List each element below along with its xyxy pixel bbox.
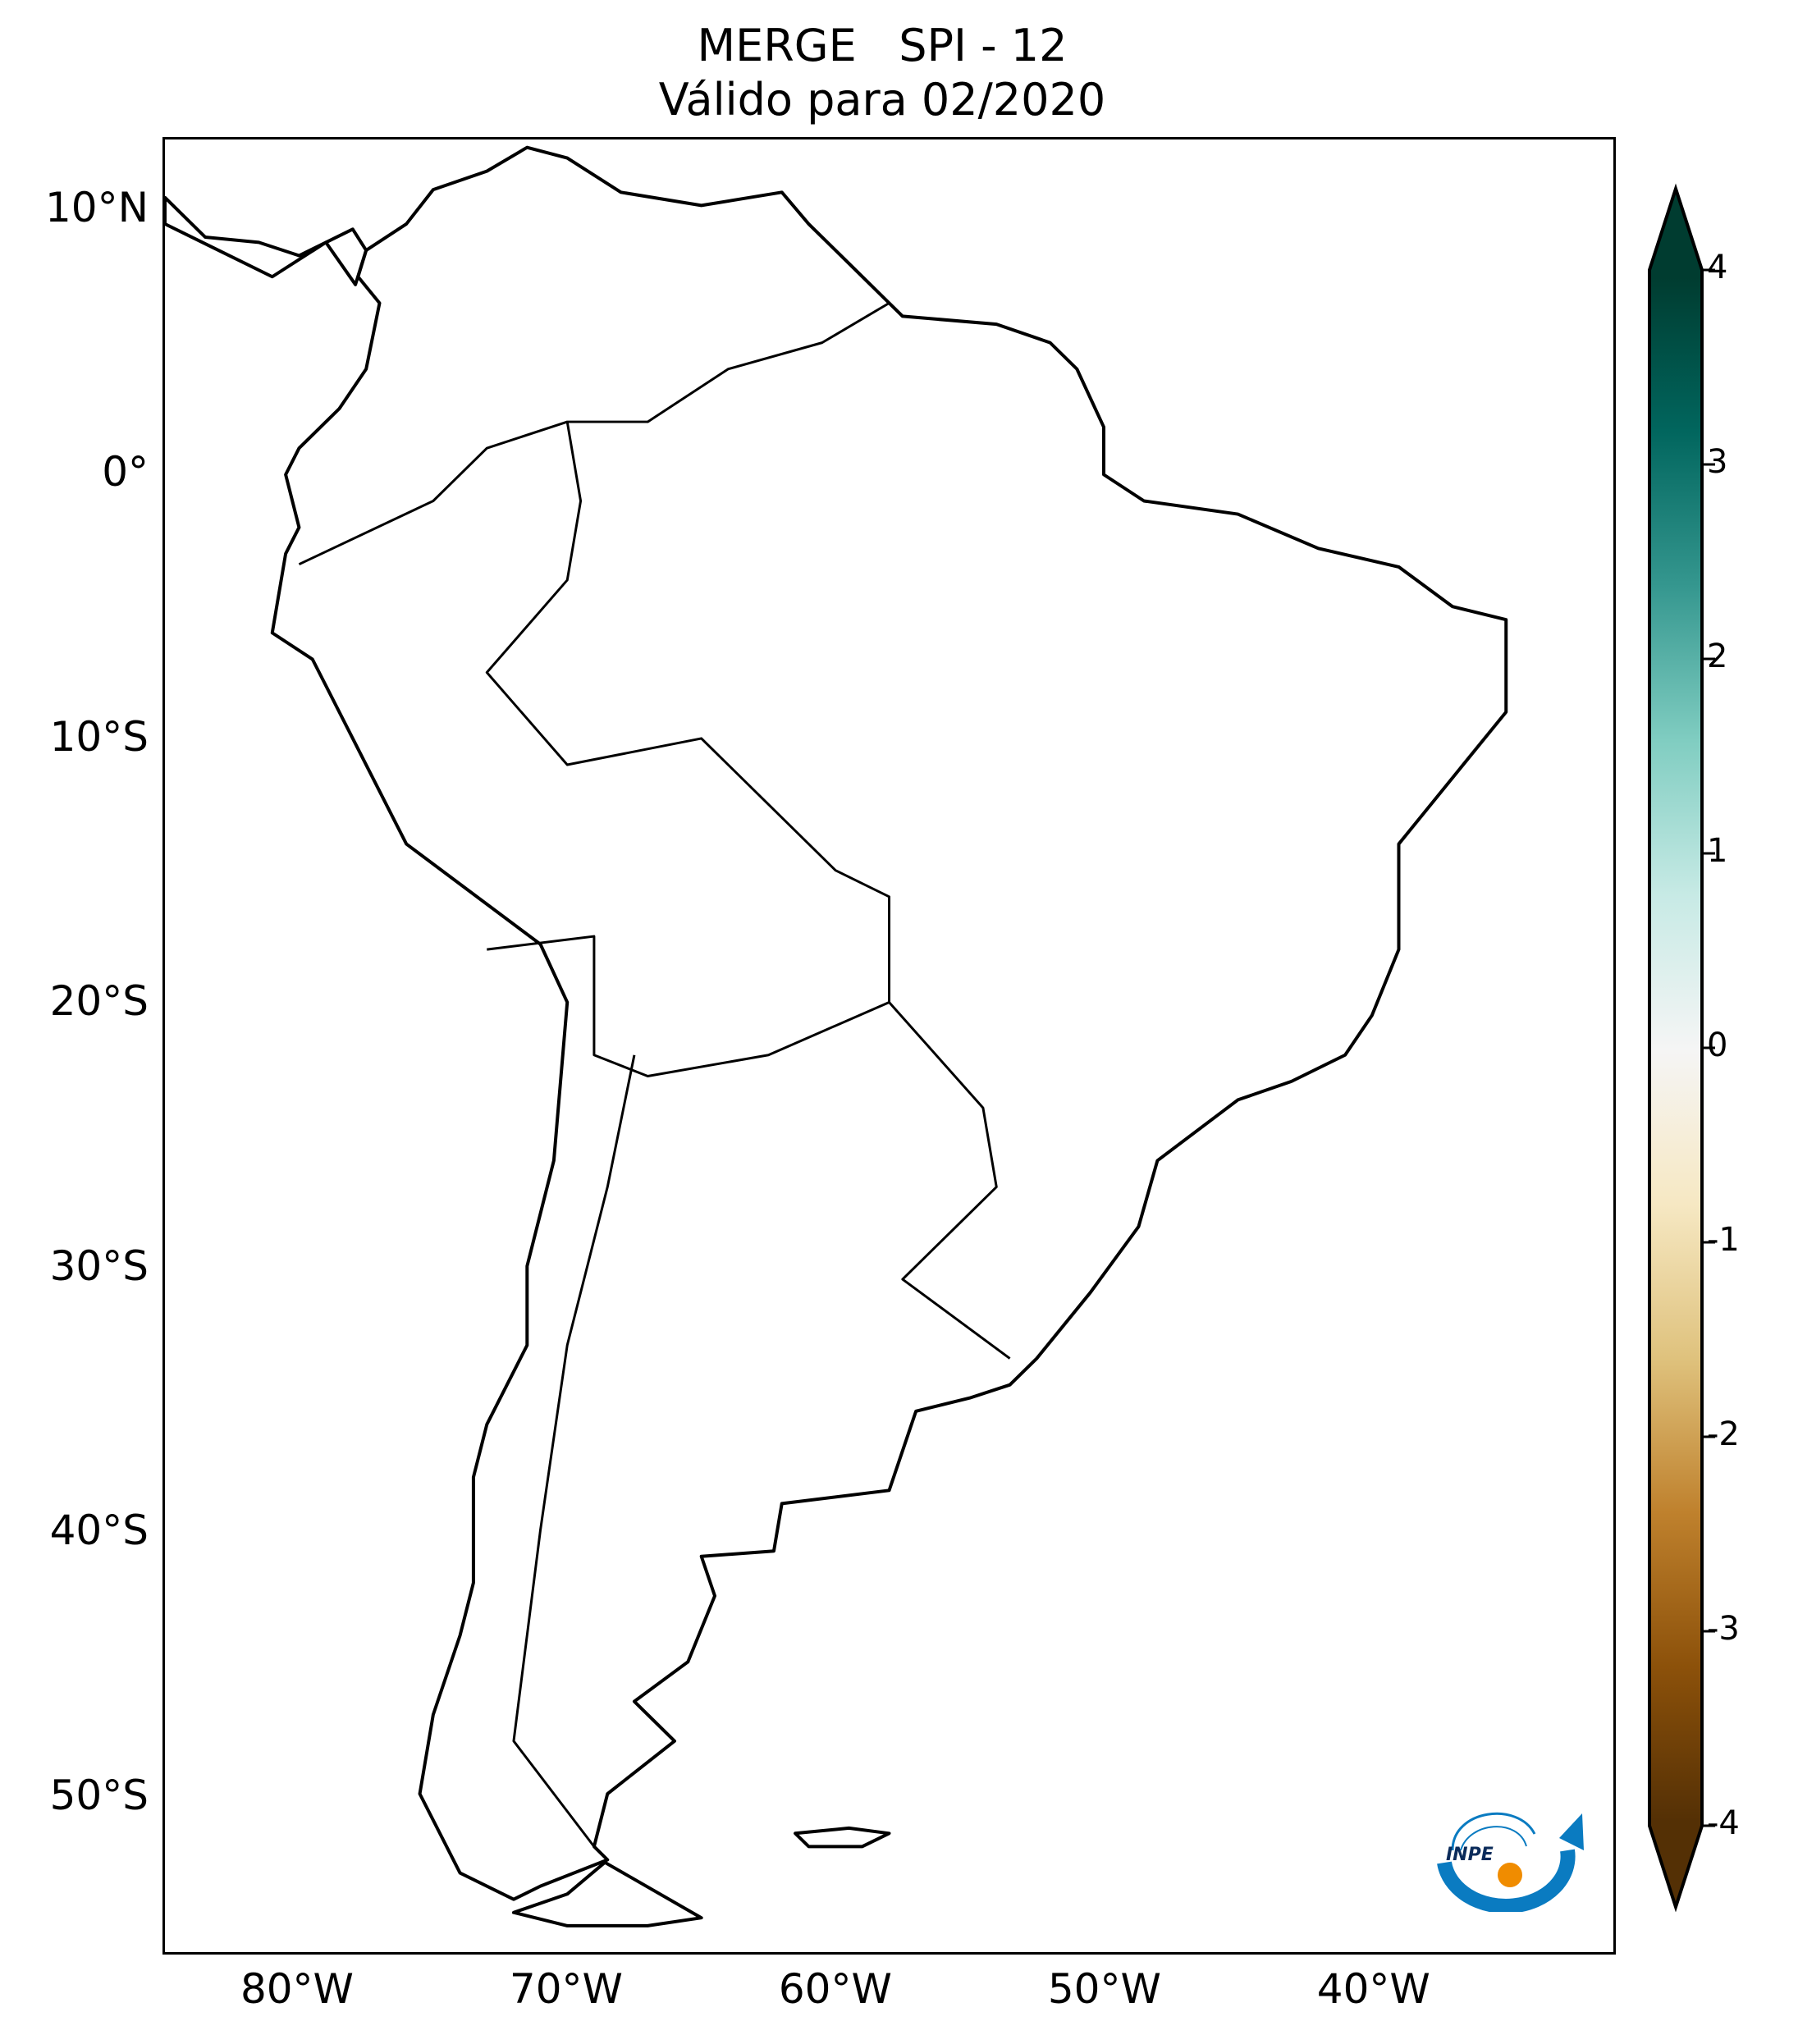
colorbar-tick-label: -4 [1707,1804,1740,1842]
coastline [270,145,1508,1901]
spi-anomaly-region [647,862,917,1116]
y-tick-label: 30°S [49,1241,149,1290]
spi-anomaly-region [1032,411,1282,644]
chart-title: MERGE SPI - 12 [697,20,1068,71]
coastline [165,195,368,286]
x-tick-label: 50°W [1047,1965,1161,2013]
spi-anomaly-region [564,1348,785,1552]
y-tick-label: 10°N [44,184,149,232]
spi-anomaly-region [474,1655,661,1827]
x-tick-label: 70°W [509,1965,623,2013]
x-tick-label: 40°W [1316,1965,1430,2013]
country-border [512,1054,636,1848]
inpe-logo: INPE [1437,1812,1584,1912]
x-tick-label: 80°W [240,1965,354,2013]
spi-anomaly-region [1274,807,1470,986]
colorbar-tick-label: 2 [1707,638,1728,675]
colorbar-tick-label: 3 [1707,443,1728,481]
colorbar-tick-label: -2 [1707,1415,1740,1453]
spi-anomaly-region [500,177,688,349]
chart-subtitle: Válido para 02/2020 [658,74,1106,126]
colorbar-tick-label: 1 [1707,832,1728,870]
colorbar-tick-label: -1 [1707,1221,1740,1259]
y-tick-label: 50°S [49,1771,149,1819]
colorbar-tick-label: -3 [1707,1610,1740,1648]
colorbar-body [1648,183,1704,1912]
spi-anomaly-region [437,787,698,1032]
land-background [165,139,1613,1952]
spi-anomaly-region [1133,906,1342,1098]
y-tick-label: 40°S [49,1507,149,1555]
y-tick-label: 0° [102,448,149,496]
spi-anomaly-region [715,1087,956,1312]
spi-anomaly-region [373,236,602,449]
spi-anomaly-region [275,589,483,781]
country-border [888,1001,1011,1360]
spi-anomaly-region [975,1119,1179,1307]
colorbar-tick-label: 0 [1707,1027,1728,1064]
coastline [794,1826,891,1849]
coastline [511,1860,703,1927]
spi-anomaly-region [946,1038,1155,1230]
colorbar-tick-label: 4 [1707,249,1728,286]
spi-anomaly-region [645,531,866,735]
y-tick-label: 10°S [49,712,149,761]
country-border [298,420,568,566]
spi-anomaly-region [564,161,785,365]
spi-anomaly-region [721,1331,950,1543]
x-tick-label: 60°W [778,1965,892,2013]
map-plot-area [162,137,1616,1955]
y-tick-label: 20°S [49,977,149,1026]
colorbar [1648,183,1715,1912]
logo-text: INPE [1446,1845,1494,1865]
country-border [485,302,890,1077]
